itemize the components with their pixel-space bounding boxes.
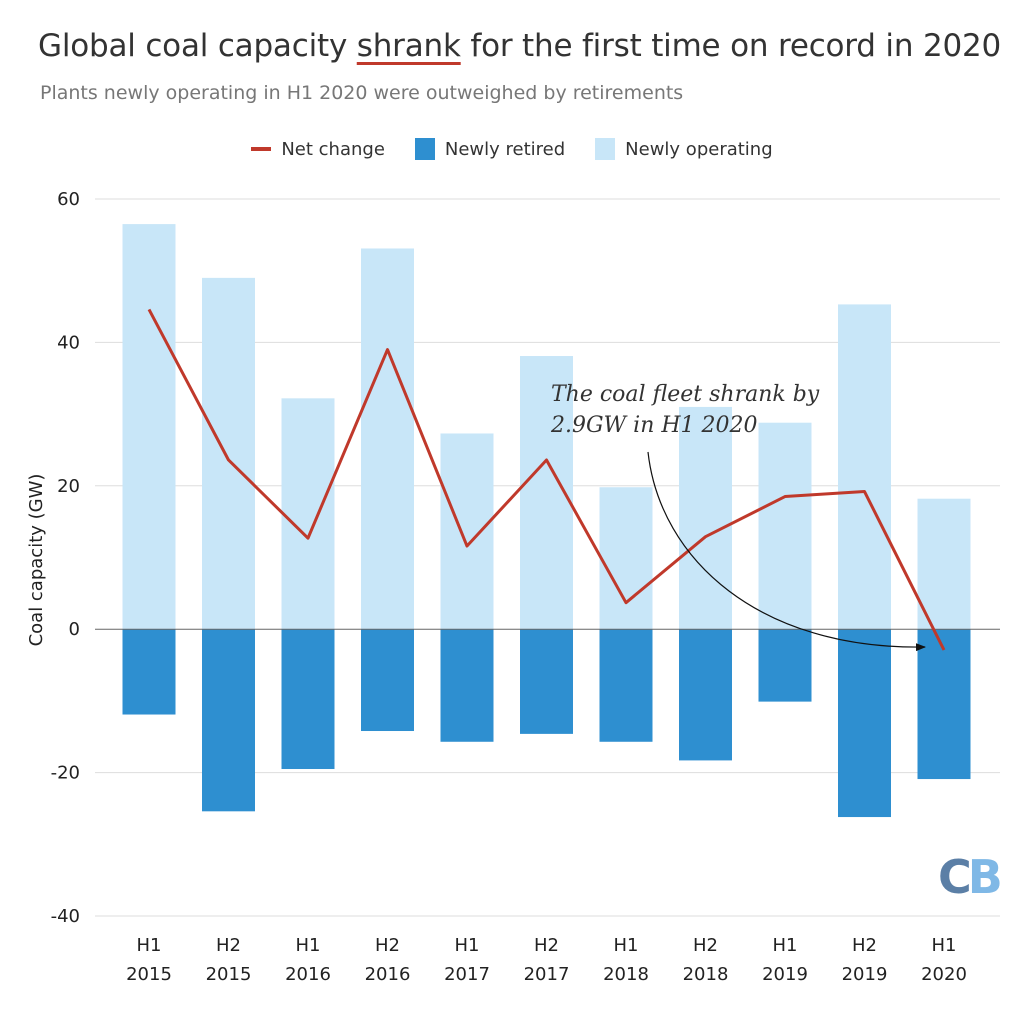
y-tick-label: -40 (51, 906, 80, 927)
x-tick-label-half: H2 (852, 935, 877, 956)
x-tick-label-half: H1 (455, 935, 480, 956)
x-tick-label-year: 2016 (365, 964, 411, 985)
bar-newly-operating-2 (281, 398, 335, 630)
title-post: for the first time on record in 2020 (460, 28, 1002, 64)
legend-item-newly-operating: Newly operating (595, 138, 773, 160)
x-tick-label-year: 2015 (126, 964, 172, 985)
chart-subtitle: Plants newly operating in H1 2020 were o… (40, 82, 684, 104)
bar-newly-retired-6 (599, 629, 653, 742)
x-tick-label-year: 2019 (842, 964, 888, 985)
legend-swatch-newly-retired (414, 138, 435, 160)
chart-title: Global coal capacity shrank for the firs… (38, 28, 1001, 64)
x-tick-label-half: H1 (296, 935, 321, 956)
y-axis-label: Coal capacity (GW) (26, 474, 47, 647)
annotation-line-1: The coal fleet shrank by (551, 382, 820, 407)
bar-newly-operating-6 (599, 487, 653, 630)
x-tick-label-year: 2016 (285, 964, 331, 985)
bar-newly-retired-10 (917, 629, 971, 780)
title-highlight: shrank (356, 28, 461, 64)
bar-newly-operating-3 (361, 248, 414, 630)
bar-newly-retired-7 (679, 629, 732, 761)
y-tick-label: 20 (57, 476, 80, 497)
y-tick-label: 40 (57, 332, 80, 353)
bar-newly-operating-8 (758, 422, 812, 630)
bar-newly-operating-1 (202, 277, 255, 630)
legend-label-net-change: Net change (281, 138, 385, 160)
x-tick-label-half: H1 (773, 935, 798, 956)
x-tick-label-half: H1 (137, 935, 162, 956)
bar-newly-retired-4 (440, 629, 494, 742)
bar-newly-retired-2 (281, 629, 335, 770)
line-layer (147, 308, 946, 651)
legend: Net change Newly retired Newly operating (0, 138, 1024, 160)
bar-newly-retired-1 (202, 629, 255, 812)
x-tick-label-half: H2 (693, 935, 718, 956)
bar-newly-retired-9 (838, 629, 891, 818)
legend-swatch-newly-operating (595, 138, 616, 160)
legend-label-newly-retired: Newly retired (444, 138, 566, 160)
y-tick-label: 60 (57, 189, 80, 210)
bar-newly-retired-3 (361, 629, 414, 732)
x-tick-label-year: 2017 (524, 964, 570, 985)
bar-newly-retired-5 (520, 629, 573, 734)
annotation-layer: The coal fleet shrank by 2.9GW in H1 202… (550, 382, 926, 652)
bar-newly-operating-4 (440, 433, 494, 630)
x-tick-label-half: H1 (614, 935, 639, 956)
bars-layer (122, 224, 971, 818)
legend-label-newly-operating: Newly operating (625, 138, 773, 160)
annotation-arrow (647, 451, 926, 652)
bar-newly-retired-0 (122, 629, 176, 715)
logo-letter-c: C (938, 850, 972, 904)
legend-item-newly-retired: Newly retired (414, 138, 566, 160)
x-tick-label-year: 2018 (603, 964, 649, 985)
x-tick-label-half: H1 (932, 935, 957, 956)
ticks-layer: 60 40 20 0 -20 -40 H1 2015 H2 2015 H1 2016 H2 2016 H1 2… (51, 189, 967, 985)
x-tick-label-year: 2017 (444, 964, 490, 985)
carbon-brief-logo: CB (938, 850, 1003, 904)
x-tick-label-year: 2020 (921, 964, 967, 985)
title-pre: Global coal capacity (38, 28, 357, 64)
y-tick-label: 0 (69, 619, 80, 640)
logo-letter-b: B (967, 850, 1003, 904)
bar-newly-operating-0 (122, 224, 176, 630)
y-tick-label: -20 (51, 763, 80, 784)
annotation-line-2: 2.9GW in H1 2020 (550, 413, 758, 438)
bar-newly-retired-8 (758, 629, 812, 702)
x-tick-label-half: H2 (216, 935, 241, 956)
bar-newly-operating-9 (838, 304, 891, 630)
x-tick-label-half: H2 (534, 935, 559, 956)
x-tick-label-year: 2018 (683, 964, 729, 985)
bar-newly-operating-7 (679, 406, 732, 630)
legend-item-net-change: Net change (251, 138, 385, 160)
x-tick-label-year: 2015 (206, 964, 252, 985)
x-tick-label-year: 2019 (762, 964, 808, 985)
legend-swatch-net-change (251, 147, 272, 151)
bar-newly-operating-10 (917, 498, 971, 630)
x-tick-label-half: H2 (375, 935, 400, 956)
